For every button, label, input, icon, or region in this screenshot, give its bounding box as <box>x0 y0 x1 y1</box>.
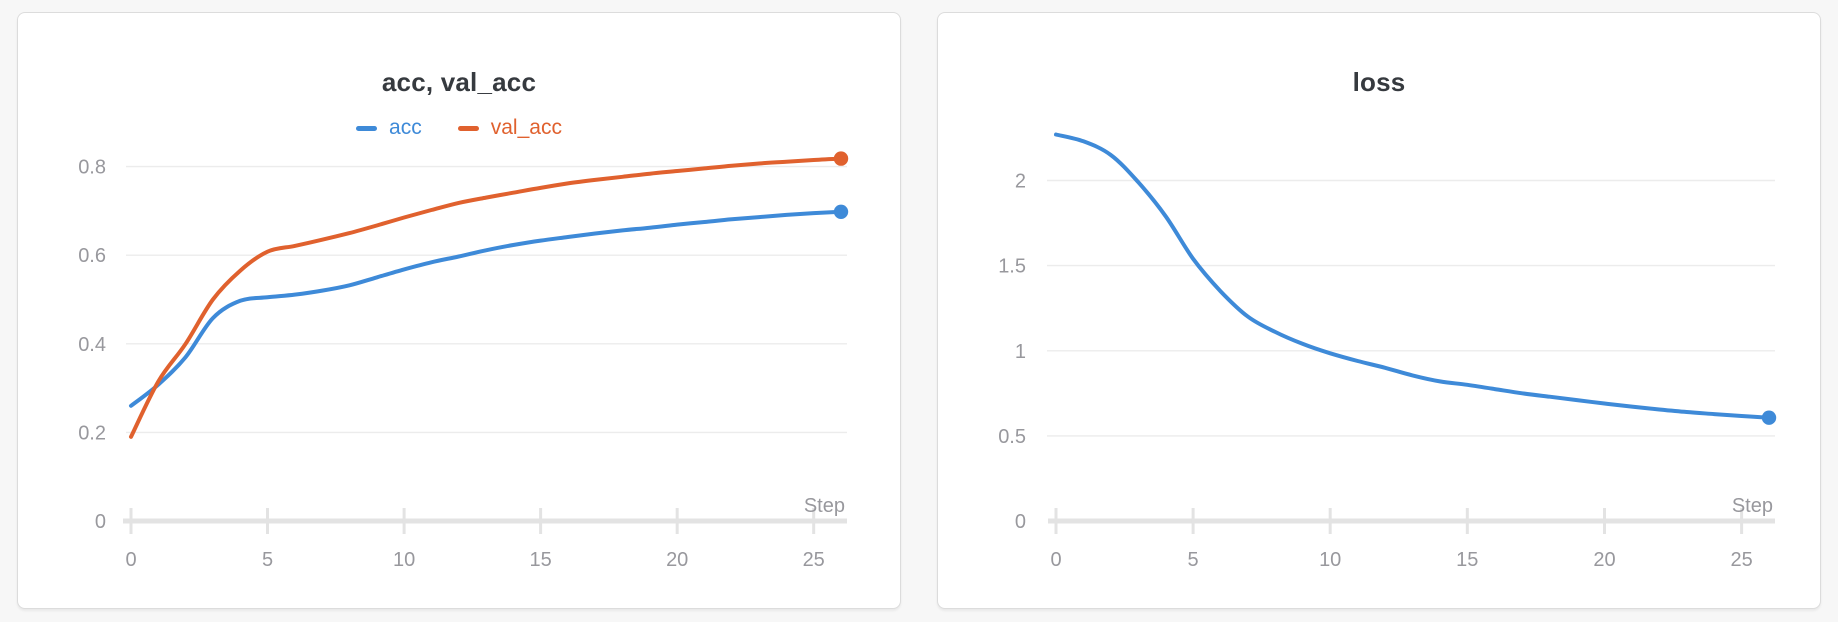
series-line-val_acc <box>129 156 843 439</box>
y-axis-tick-label: 0.6 <box>78 245 106 267</box>
x-axis-tick-label: 0 <box>1050 549 1061 571</box>
x-axis-tick-label: 15 <box>529 549 551 571</box>
x-axis-tick-label: 25 <box>803 549 825 571</box>
y-axis-tick-label: 1 <box>1015 341 1026 363</box>
y-axis-tick-label: 0.8 <box>78 157 106 179</box>
x-axis-tick-label: 10 <box>393 549 415 571</box>
y-axis-tick-label: 2 <box>1015 171 1026 193</box>
x-axis-tick-label: 0 <box>125 549 136 571</box>
x-axis-tick-label: 20 <box>1593 549 1615 571</box>
chart-title-acc-val-acc: acc, val_acc <box>381 67 537 97</box>
series-endpoint-dot-acc <box>833 204 849 219</box>
legend-label-val-acc: val_acc <box>490 116 562 139</box>
legend-label-acc: acc <box>389 116 422 139</box>
legend-item-val-acc: val_acc <box>457 116 562 140</box>
series-endpoint-dot-val_acc <box>833 151 849 166</box>
legend-swatch-val-acc <box>457 125 479 131</box>
x-axis-tick-label: 20 <box>666 549 688 571</box>
y-axis-tick-label: 1.5 <box>998 256 1026 278</box>
y-axis-tick-label: 0.5 <box>998 426 1026 448</box>
y-axis-tick-label: 0 <box>95 511 106 533</box>
x-axis-tick-label: 10 <box>1319 549 1341 571</box>
legend-swatch-acc <box>356 125 378 131</box>
x-axis-tick-label: 25 <box>1730 549 1752 571</box>
legend-item-acc: acc <box>356 116 422 140</box>
x-axis-tick-label: 5 <box>1188 549 1199 571</box>
series-line-loss <box>1054 132 1771 420</box>
panel-acc-val-acc[interactable]: acc, val_acc acc val_acc 0 0.2 0.4 0.6 0.8 0 5… <box>17 12 901 609</box>
x-axis-title: Step <box>1732 495 1773 517</box>
x-axis-tick-label: 5 <box>262 549 273 571</box>
chart-title-loss: loss <box>1352 67 1406 97</box>
series-line-acc <box>129 209 843 408</box>
x-axis-tick-label: 15 <box>1456 549 1478 571</box>
y-axis-tick-label: 0 <box>1015 511 1026 533</box>
panel-loss[interactable]: loss 0 0.5 1 1.5 2 0 5 10 15 20 25 Step <box>937 12 1821 609</box>
series-endpoint-dot-loss <box>1761 410 1777 425</box>
x-axis-title: Step <box>804 495 845 517</box>
y-axis-tick-label: 0.2 <box>78 422 106 444</box>
chart-legend: acc val_acc <box>18 116 900 140</box>
acc-val-acc-plot[interactable]: 0 0.2 0.4 0.6 0.8 0 5 10 15 20 25 Step <box>18 13 902 610</box>
y-axis-tick-label: 0.4 <box>78 334 106 356</box>
